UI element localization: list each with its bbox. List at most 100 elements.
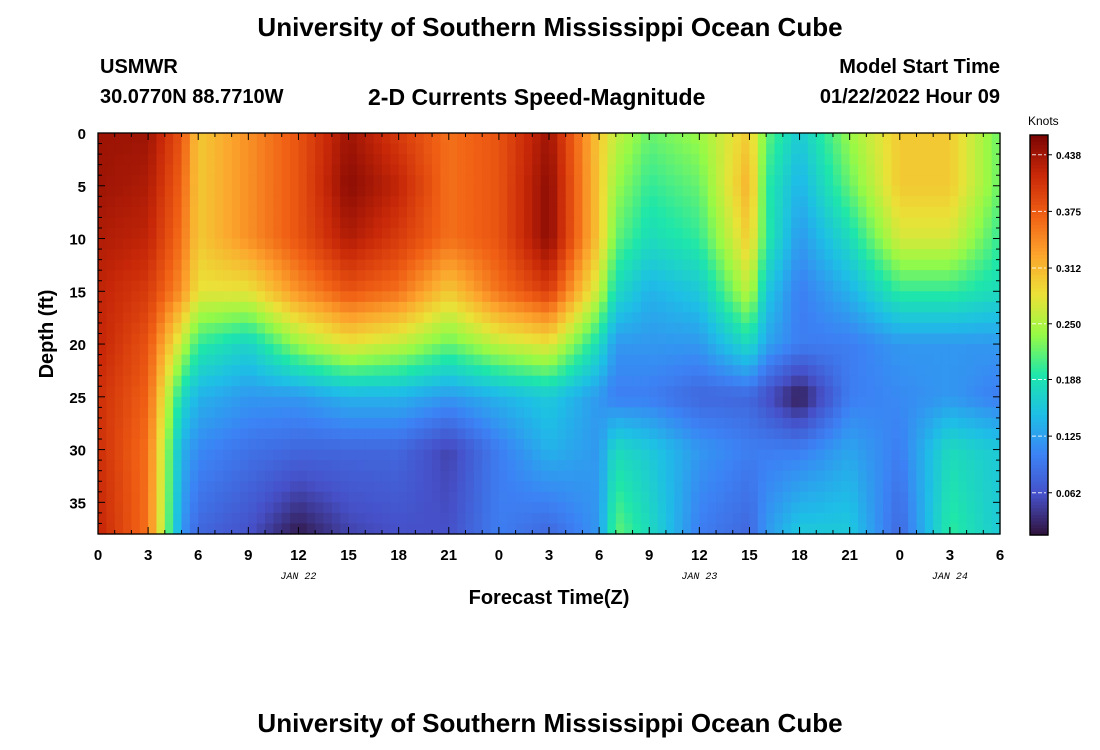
heatmap-cell <box>248 259 258 271</box>
heatmap-cell <box>131 322 141 335</box>
heatmap-cell <box>415 291 425 303</box>
heatmap-cell <box>624 344 634 356</box>
page-title: University of Southern Mississippi Ocean… <box>257 12 843 42</box>
colorbar-swatch <box>1030 161 1048 166</box>
heatmap-cell <box>498 143 508 155</box>
heatmap-cell <box>432 512 442 525</box>
heatmap-cell <box>423 333 433 345</box>
heatmap-cell <box>816 481 826 493</box>
heatmap-cell <box>557 154 567 166</box>
colorbar-swatch <box>1030 521 1048 526</box>
heatmap-cell <box>807 407 817 419</box>
heatmap-cell <box>741 143 751 155</box>
heatmap-cell <box>908 196 918 208</box>
heatmap-cell <box>724 185 734 197</box>
heatmap-cell <box>549 322 558 335</box>
heatmap-cell <box>532 164 542 176</box>
heatmap-cell <box>173 512 183 525</box>
heatmap-cell <box>398 354 408 366</box>
heatmap-cell <box>866 301 876 313</box>
heatmap-cell <box>348 481 358 493</box>
heatmap-cell <box>916 396 926 408</box>
heatmap-cell <box>791 291 801 303</box>
heatmap-cell <box>866 249 876 261</box>
heatmap-cell <box>832 460 842 472</box>
heatmap-cell <box>991 386 1001 398</box>
heatmap-cell <box>148 428 158 440</box>
heatmap-cell <box>423 175 433 187</box>
heatmap-cell <box>373 439 383 451</box>
heatmap-cell <box>156 312 166 324</box>
heatmap-cell <box>866 312 876 324</box>
heatmap-cell <box>173 523 183 535</box>
heatmap-cell <box>273 259 283 271</box>
heatmap-cell <box>139 175 149 187</box>
colorbar-swatch <box>1030 388 1048 393</box>
heatmap-cell <box>273 280 283 292</box>
heatmap-cell <box>365 386 375 398</box>
heatmap-cell <box>331 322 341 335</box>
heatmap-cell <box>398 196 408 208</box>
heatmap-cell <box>507 227 517 240</box>
heatmap-cell <box>866 238 876 250</box>
heatmap-cell <box>657 249 667 261</box>
heatmap-cell <box>640 512 650 525</box>
heatmap-cell <box>791 133 801 145</box>
heatmap-cell <box>632 227 642 240</box>
heatmap-cell <box>540 249 550 261</box>
heatmap-cell <box>123 270 133 282</box>
heatmap-cell <box>139 133 149 145</box>
heatmap-cell <box>114 301 124 313</box>
heatmap-cell <box>390 206 400 219</box>
heatmap-cell <box>139 449 149 461</box>
heatmap-cell <box>398 491 408 503</box>
heatmap-cell <box>924 502 934 514</box>
heatmap-cell <box>457 502 467 514</box>
heatmap-cell <box>298 143 308 155</box>
heatmap-cell <box>732 249 742 261</box>
heatmap-cell <box>690 322 700 335</box>
heatmap-cell <box>206 439 216 451</box>
heatmap-cell <box>365 449 375 461</box>
heatmap-cell <box>774 133 784 145</box>
heatmap-cell <box>214 333 224 345</box>
heatmap-cell <box>139 322 149 335</box>
heatmap-cell <box>590 143 600 155</box>
heatmap-cell <box>791 238 801 250</box>
heatmap-cell <box>590 512 600 525</box>
heatmap-cell <box>841 291 851 303</box>
heatmap-cell <box>941 428 951 440</box>
heatmap-cell <box>607 259 617 271</box>
colorbar-swatch <box>1030 168 1048 173</box>
heatmap-cell <box>482 470 492 482</box>
heatmap-cell <box>757 417 767 430</box>
heatmap-cell <box>407 322 416 335</box>
heatmap-cell <box>991 249 1001 261</box>
heatmap-cell <box>707 333 717 345</box>
heatmap-cell <box>331 291 341 303</box>
heatmap-cell <box>732 396 742 408</box>
heatmap-cell <box>724 491 734 503</box>
heatmap-cell <box>724 523 734 535</box>
heatmap-cell <box>315 333 325 345</box>
heatmap-cell <box>373 491 383 503</box>
heatmap-cell <box>114 175 124 187</box>
heatmap-cell <box>189 238 199 250</box>
heatmap-cell <box>741 227 751 240</box>
heatmap-cell <box>281 249 291 261</box>
heatmap-cell <box>824 502 834 514</box>
heatmap-cell <box>498 185 508 197</box>
heatmap-cell <box>924 249 934 261</box>
heatmap-cell <box>716 365 725 377</box>
heatmap-cell <box>248 470 258 482</box>
heatmap-cell <box>916 280 926 292</box>
heatmap-cell <box>707 238 717 250</box>
heatmap-cell <box>574 407 584 419</box>
heatmap-cell <box>949 164 959 176</box>
heatmap-cell <box>532 143 542 155</box>
heatmap-cell <box>674 206 684 219</box>
heatmap-cell <box>323 375 333 387</box>
heatmap-cell <box>599 365 609 377</box>
heatmap-cell <box>791 312 801 324</box>
heatmap-cell <box>231 206 241 219</box>
